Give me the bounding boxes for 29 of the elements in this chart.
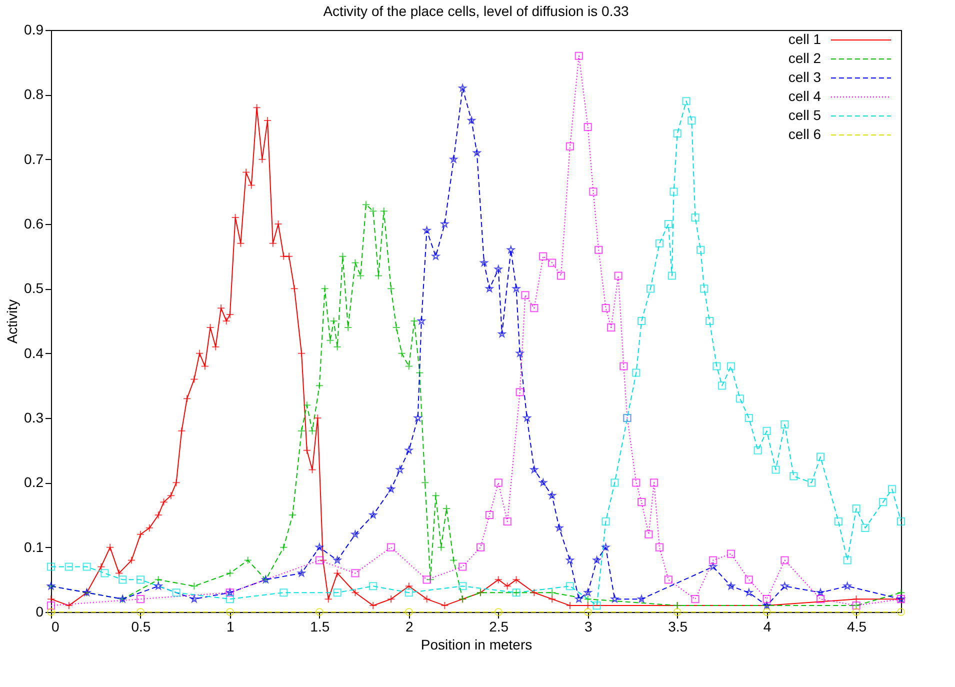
x-tick-label: 1.5 <box>310 618 330 634</box>
x-tick-label: 2 <box>405 618 414 634</box>
x-tick-label: 3 <box>584 618 592 634</box>
legend-label: cell 2 <box>788 50 822 66</box>
x-tick-label: 4.5 <box>847 618 867 634</box>
legend-label: cell 5 <box>788 107 822 123</box>
legend-label: cell 3 <box>788 69 822 85</box>
y-tick-label: 0.7 <box>24 150 44 167</box>
y-tick-label: 0.4 <box>24 344 44 361</box>
legend-label: cell 6 <box>788 126 822 142</box>
y-tick-label: 0.3 <box>24 410 44 426</box>
y-tick-label: 0.6 <box>24 216 44 232</box>
x-axis-title: Position in meters <box>420 636 532 652</box>
y-tick-label: 0.9 <box>24 22 44 38</box>
y-tick-label: 0.8 <box>24 86 44 102</box>
legend-label: cell 4 <box>788 88 822 104</box>
y-tick-label: 0.2 <box>24 474 44 490</box>
x-tick-label: 4 <box>763 618 772 634</box>
x-tick-label: 0 <box>52 618 60 634</box>
chart-title: Activity of the place cells, level of diffusion is 0.33 <box>323 3 629 19</box>
x-tick-label: 1 <box>226 618 235 634</box>
y-tick-label: 0.5 <box>24 280 44 296</box>
legend-label: cell 1 <box>788 31 822 47</box>
y-tick-label: 0.1 <box>24 538 44 555</box>
x-tick-label: 0.5 <box>131 618 151 634</box>
y-tick-label: 0 <box>36 604 44 620</box>
y-axis-title: Activity <box>4 299 20 344</box>
x-tick-label: 3.5 <box>668 618 688 634</box>
x-tick-label: 2.5 <box>489 618 509 634</box>
